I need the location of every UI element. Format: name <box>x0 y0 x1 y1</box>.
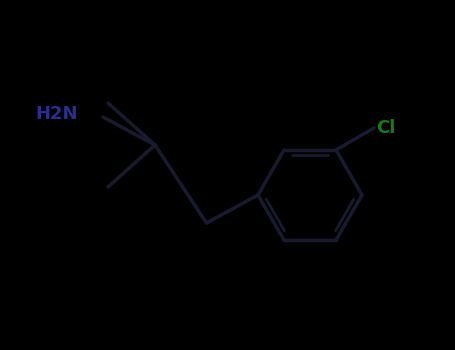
Text: H2N: H2N <box>35 105 78 123</box>
Text: Cl: Cl <box>376 119 395 137</box>
